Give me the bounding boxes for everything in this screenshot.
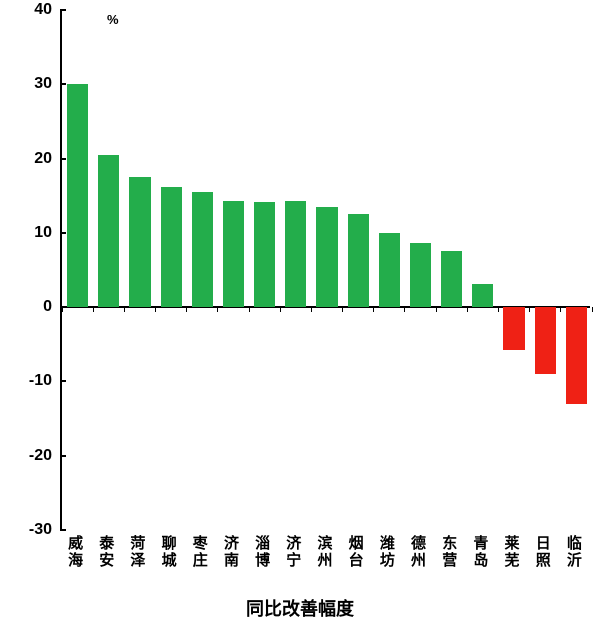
bar <box>410 243 431 308</box>
x-tick-label: 莱芜 <box>500 535 524 570</box>
x-tick <box>217 307 218 312</box>
bar <box>285 201 306 307</box>
x-tick <box>529 307 530 312</box>
y-tick <box>60 455 66 457</box>
bar <box>129 177 150 307</box>
bar <box>503 307 524 350</box>
x-tick <box>342 307 343 312</box>
x-tick <box>436 307 437 312</box>
y-tick-label: 20 <box>34 150 52 168</box>
y-tick <box>60 83 66 85</box>
plot-area: % <box>60 10 590 530</box>
y-tick <box>60 158 66 160</box>
bar <box>192 192 213 307</box>
bar <box>472 284 493 307</box>
x-tick <box>498 307 499 312</box>
x-tick-label: 日照 <box>531 535 555 570</box>
y-tick <box>60 9 66 11</box>
bar <box>316 207 337 307</box>
x-tick <box>124 307 125 312</box>
x-tick-label: 威海 <box>64 535 88 570</box>
x-tick <box>467 307 468 312</box>
x-tick-label: 淄博 <box>251 535 275 570</box>
chart-container: % -30-20-10010203040 <box>60 10 590 530</box>
x-tick-label: 临沂 <box>562 535 586 570</box>
x-tick-label: 菏泽 <box>126 535 150 570</box>
x-tick-label: 烟台 <box>344 535 368 570</box>
x-tick-label: 潍坊 <box>375 535 399 570</box>
y-tick <box>60 380 66 382</box>
x-tick-label: 青岛 <box>469 535 493 570</box>
x-tick <box>155 307 156 312</box>
x-tick-label: 聊城 <box>157 535 181 570</box>
x-tick-label: 德州 <box>407 535 431 570</box>
x-tick-label: 枣庄 <box>188 535 212 570</box>
x-axis-labels: 威海泰安菏泽聊城枣庄济南淄博济宁滨州烟台潍坊德州东营青岛莱芜日照临沂 <box>60 535 590 580</box>
y-tick <box>60 232 66 234</box>
x-tick <box>560 307 561 312</box>
bar <box>223 201 244 307</box>
x-tick <box>280 307 281 312</box>
bar <box>67 84 88 307</box>
y-axis: -30-20-10010203040 <box>10 10 60 530</box>
x-tick <box>249 307 250 312</box>
x-tick <box>93 307 94 312</box>
x-tick <box>404 307 405 312</box>
y-tick <box>60 529 66 531</box>
x-tick <box>592 307 593 312</box>
x-tick <box>373 307 374 312</box>
x-tick-label: 济南 <box>219 535 243 570</box>
y-tick <box>60 306 66 308</box>
y-tick-label: -10 <box>29 372 52 390</box>
y-tick-label: -20 <box>29 447 52 465</box>
y-axis-unit: % <box>107 12 119 27</box>
bar <box>98 155 119 307</box>
bar <box>254 202 275 307</box>
y-tick-label: 30 <box>34 75 52 93</box>
x-tick-label: 滨州 <box>313 535 337 570</box>
x-tick-label: 泰安 <box>95 535 119 570</box>
x-tick-label: 济宁 <box>282 535 306 570</box>
y-tick-label: -30 <box>29 521 52 539</box>
bar <box>379 233 400 307</box>
y-tick-label: 10 <box>34 224 52 242</box>
bar <box>535 307 556 374</box>
x-tick <box>186 307 187 312</box>
y-tick-label: 0 <box>43 298 52 316</box>
chart-title: 同比改善幅度 <box>0 595 600 621</box>
bar <box>348 214 369 307</box>
bar <box>566 307 587 404</box>
x-tick <box>311 307 312 312</box>
x-tick-label: 东营 <box>438 535 462 570</box>
y-tick-label: 40 <box>34 1 52 19</box>
bar <box>441 251 462 307</box>
bar <box>161 187 182 307</box>
